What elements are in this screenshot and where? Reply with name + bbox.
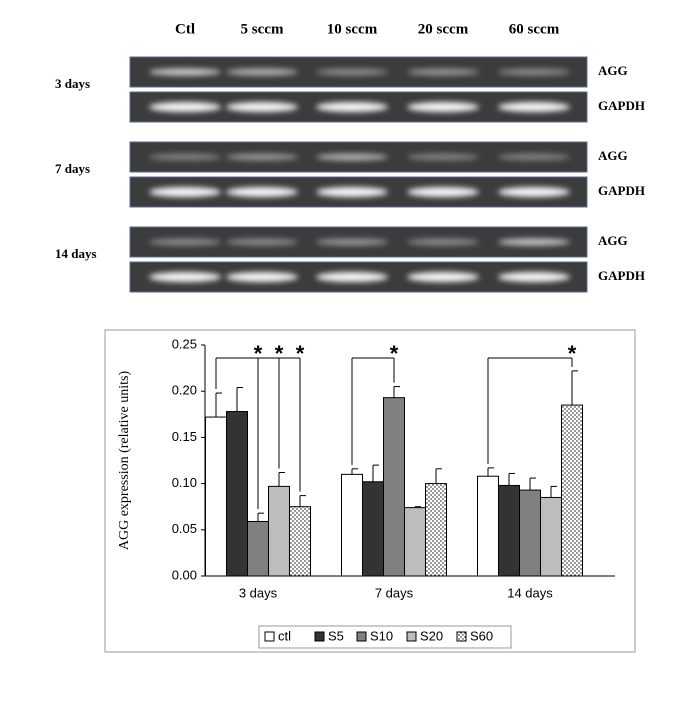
gel-band <box>316 153 388 161</box>
gel-band <box>407 102 479 112</box>
x-tick-label: 14 days <box>507 585 553 600</box>
y-tick-label: 0.10 <box>172 475 197 490</box>
significance-star: * <box>390 341 399 366</box>
bar <box>268 485 290 577</box>
bar <box>289 506 311 577</box>
gel-band <box>407 153 479 161</box>
band-label: AGG <box>598 148 628 163</box>
row-label: 3 days <box>55 76 90 91</box>
significance-star: * <box>568 341 577 366</box>
gel-band <box>316 68 388 76</box>
bar <box>404 507 426 577</box>
gel-band <box>498 153 570 161</box>
bar <box>477 475 499 577</box>
gel-band <box>226 153 298 161</box>
legend-label: S60 <box>470 628 493 643</box>
gel-band <box>149 153 221 161</box>
legend-label: ctl <box>278 628 291 643</box>
bar <box>341 473 363 577</box>
gel-band <box>226 68 298 76</box>
gel-band <box>149 238 221 246</box>
bar <box>561 404 583 577</box>
significance-star: * <box>296 341 305 366</box>
gel-band <box>149 187 221 197</box>
lane-label: 20 sccm <box>418 21 469 37</box>
band-label: GAPDH <box>598 98 645 113</box>
bar <box>205 416 227 577</box>
bar <box>425 483 447 577</box>
significance-star: * <box>254 341 263 366</box>
legend-swatch <box>314 631 325 642</box>
gel-band <box>407 187 479 197</box>
gel-band <box>407 238 479 246</box>
x-tick-label: 3 days <box>239 585 278 600</box>
gel-band <box>316 102 388 112</box>
legend-label: S20 <box>420 628 443 643</box>
gel-band <box>226 102 298 112</box>
band-label: GAPDH <box>598 183 645 198</box>
lane-label: 5 sccm <box>241 21 284 37</box>
gel-band <box>316 187 388 197</box>
gel-band <box>316 272 388 282</box>
y-tick-label: 0.20 <box>172 383 197 398</box>
gel-band <box>407 68 479 76</box>
band-label: AGG <box>598 63 628 78</box>
gel-band <box>149 272 221 282</box>
gel-band <box>226 272 298 282</box>
bar <box>519 489 541 577</box>
legend-swatch <box>456 631 467 642</box>
y-tick-label: 0.00 <box>172 567 197 582</box>
gel-band <box>149 102 221 112</box>
legend-swatch <box>356 631 367 642</box>
legend-swatch <box>406 631 417 642</box>
y-tick-label: 0.25 <box>172 336 197 351</box>
gel-band <box>226 187 298 197</box>
gel-band <box>316 238 388 246</box>
bar <box>383 397 405 577</box>
bar <box>362 481 384 577</box>
x-tick-label: 7 days <box>375 585 414 600</box>
y-tick-label: 0.05 <box>172 521 197 536</box>
lane-label: 60 sccm <box>509 21 560 37</box>
gel-band <box>498 272 570 282</box>
gel-band <box>149 68 221 76</box>
lane-label: Ctl <box>175 21 195 37</box>
chart-frame <box>104 329 636 653</box>
gel-band <box>498 68 570 76</box>
bar <box>498 484 520 577</box>
bar <box>540 496 562 577</box>
gel-band <box>498 238 570 246</box>
bar <box>247 520 269 577</box>
band-label: AGG <box>598 233 628 248</box>
gel-band <box>407 272 479 282</box>
gel-band <box>498 187 570 197</box>
row-label: 14 days <box>55 246 97 261</box>
y-tick-label: 0.15 <box>172 429 197 444</box>
gel-band <box>498 102 570 112</box>
legend-label: S5 <box>328 628 344 643</box>
bar <box>226 411 248 577</box>
y-axis-label: AGG expression (relative units) <box>117 371 132 551</box>
row-label: 7 days <box>55 161 90 176</box>
band-label: GAPDH <box>598 268 645 283</box>
legend-label: S10 <box>370 628 393 643</box>
lane-label: 10 sccm <box>327 21 378 37</box>
legend-swatch <box>264 631 275 642</box>
significance-star: * <box>275 341 284 366</box>
gel-band <box>226 238 298 246</box>
